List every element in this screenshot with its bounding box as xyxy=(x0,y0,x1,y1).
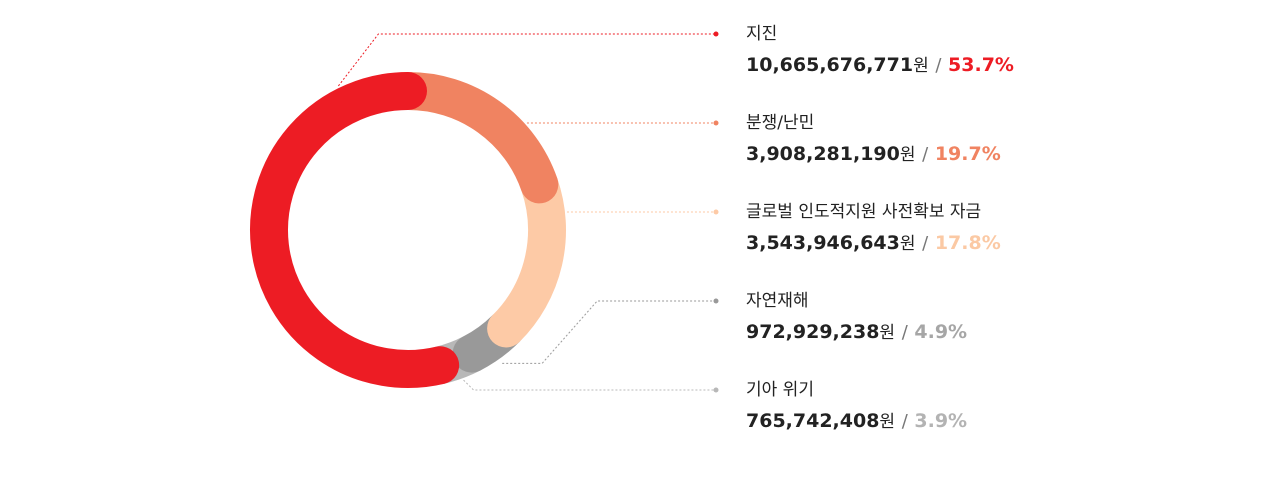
legend-label: 자연재해 xyxy=(746,291,809,311)
legend-separator: / xyxy=(922,144,929,165)
legend-percent: 4.9% xyxy=(914,321,968,343)
leader-line-earthquake xyxy=(338,33,716,87)
leader-dot-natural-disaster xyxy=(713,298,719,304)
leader-dot-conflict-refugee xyxy=(713,120,719,126)
legend-value-line: 10,665,676,771원 / 53.7% xyxy=(746,56,1014,75)
legend-percent: 17.8% xyxy=(934,232,1001,254)
leader-lines xyxy=(338,31,719,393)
legend-entry-natural-disaster: 자연재해 972,929,238원 / 4.9% xyxy=(746,293,967,342)
legend-percent: 3.9% xyxy=(914,410,968,432)
legend-amount: 765,742,408 xyxy=(746,410,880,432)
legend-amount: 972,929,238 xyxy=(746,321,880,343)
legend-percent: 53.7% xyxy=(948,54,1014,76)
legend-amount: 3,908,281,190 xyxy=(746,143,900,165)
legend-value-line: 3,908,281,190원 / 19.7% xyxy=(746,145,1001,164)
legend-separator: / xyxy=(922,233,929,254)
legend-value-line: 972,929,238원 / 4.9% xyxy=(746,323,967,342)
leader-dot-earthquake xyxy=(713,31,719,37)
donut-slice-earthquake xyxy=(250,72,460,388)
donut-slice-global-reserve-fund xyxy=(487,165,566,348)
leader-dot-hunger-crisis xyxy=(713,387,719,393)
legend-percent: 19.7% xyxy=(934,143,1001,165)
donut-slices xyxy=(250,72,566,388)
legend-separator: / xyxy=(935,55,942,76)
legend-label: 분쟁/난민 xyxy=(746,113,815,133)
legend-unit: 원 xyxy=(899,145,916,165)
legend-entry-earthquake: 지진 10,665,676,771원 / 53.7% xyxy=(746,26,1014,75)
legend-unit: 원 xyxy=(899,234,916,254)
legend-unit: 원 xyxy=(913,56,929,76)
leader-dot-global-reserve-fund xyxy=(713,209,719,215)
legend-entry-hunger-crisis: 기아 위기 765,742,408원 / 3.9% xyxy=(746,382,967,431)
legend-label: 지진 xyxy=(746,24,778,44)
legend-entry-conflict-refugee: 분쟁/난민 3,908,281,190원 / 19.7% xyxy=(746,115,1001,164)
legend-unit: 원 xyxy=(879,412,896,432)
legend-separator: / xyxy=(901,411,908,432)
donut-slice-conflict-refugee xyxy=(389,72,559,204)
leader-line-natural-disaster xyxy=(502,300,716,364)
legend-value-line: 3,543,946,643원 / 17.8% xyxy=(746,234,1001,253)
legend-amount: 3,543,946,643 xyxy=(746,232,900,254)
legend-value-line: 765,742,408원 / 3.9% xyxy=(746,412,967,431)
legend-label: 기아 위기 xyxy=(746,380,814,400)
legend-label: 글로벌 인도적지원 사전확보 자금 xyxy=(746,202,982,222)
leader-line-hunger-crisis xyxy=(463,379,716,391)
legend-entry-global-reserve-fund: 글로벌 인도적지원 사전확보 자금 3,543,946,643원 / 17.8% xyxy=(746,204,1001,253)
legend-unit: 원 xyxy=(879,323,896,343)
legend-separator: / xyxy=(901,322,908,343)
legend-amount: 10,665,676,771 xyxy=(746,54,914,76)
